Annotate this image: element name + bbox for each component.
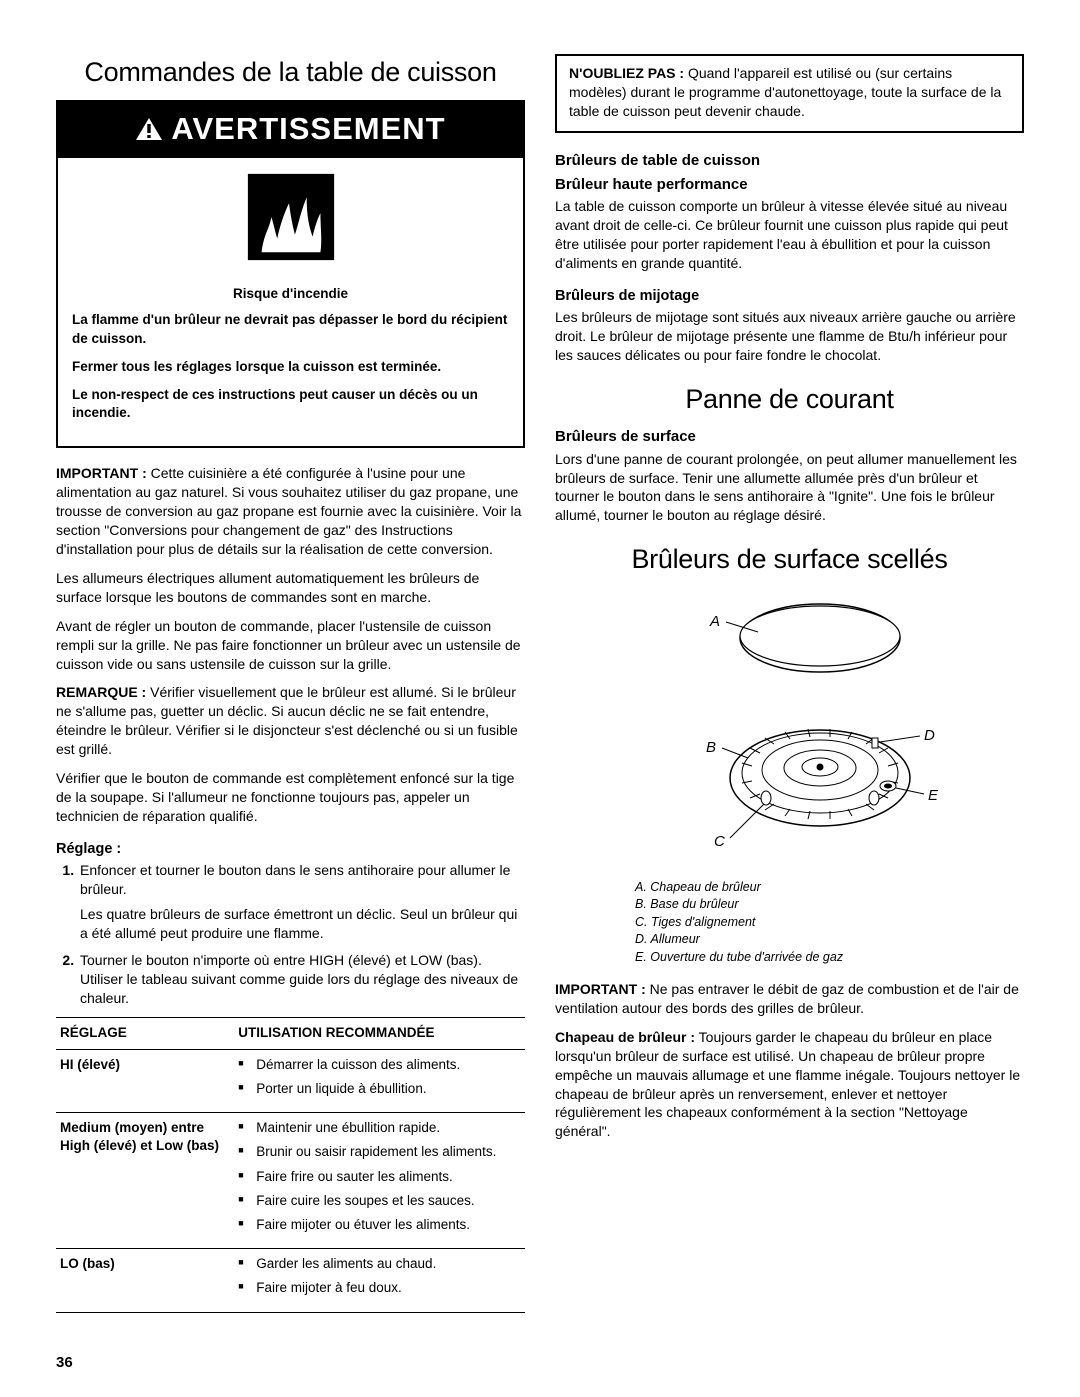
burner-diagram: A	[555, 588, 1024, 873]
diagram-label-e: E	[928, 787, 939, 804]
fire-icon	[242, 168, 340, 266]
left-column: Commandes de la table de cuisson AVERTIS…	[56, 54, 525, 1313]
steps-list: Enfoncer et tourner le bouton dans le se…	[56, 861, 525, 1007]
diagram-label-a: A	[709, 613, 720, 630]
heading-surface-burners: Brûleurs de surface	[555, 427, 1024, 447]
fire-icon-row	[58, 158, 523, 277]
table-row: LO (bas) Garder les aliments au chaud. F…	[56, 1249, 525, 1312]
burner-diagram-svg: A	[630, 588, 950, 868]
step-2: Tourner le bouton n'importe où entre HIG…	[78, 951, 525, 1008]
diagram-legend: A. Chapeau de brûleur B. Base du brûleur…	[635, 879, 1024, 967]
alert-triangle-icon	[135, 117, 163, 141]
warning-header: AVERTISSEMENT	[58, 102, 523, 158]
heading-high-performance: Brûleur haute performance	[555, 175, 1024, 195]
diagram-label-d: D	[924, 727, 935, 744]
legend-item: E. Ouverture du tube d'arrivée de gaz	[635, 949, 1024, 967]
table-row: Medium (moyen) entre High (élevé) et Low…	[56, 1113, 525, 1249]
manual-page: Commandes de la table de cuisson AVERTIS…	[0, 0, 1080, 1397]
reglage-heading: Réglage :	[56, 840, 525, 860]
list-item: Brunir ou saisir rapidement les aliments…	[238, 1143, 521, 1161]
warning-box: AVERTISSEMENT Risque d'incendie La flamm…	[56, 100, 525, 448]
list-item: Faire frire ou sauter les aliments.	[238, 1168, 521, 1186]
section-title-sealed-burners: Brûleurs de surface scellés	[555, 541, 1024, 577]
warning-header-text: AVERTISSEMENT	[171, 108, 445, 150]
remarque-paragraph: REMARQUE : Vérifier visuellement que le …	[56, 683, 525, 759]
warning-line-2: Fermer tous les réglages lorsque la cuis…	[72, 358, 509, 376]
body-paragraph: Vérifier que le bouton de commande est c…	[56, 769, 525, 826]
list-item: Démarrer la cuisson des aliments.	[238, 1056, 521, 1074]
diagram-label-b: B	[706, 739, 716, 756]
section-title-cooktop-controls: Commandes de la table de cuisson	[56, 54, 525, 90]
legend-item: A. Chapeau de brûleur	[635, 879, 1024, 897]
risk-label: Risque d'incendie	[72, 285, 509, 303]
list-item: Faire mijoter à feu doux.	[238, 1279, 521, 1297]
two-column-layout: Commandes de la table de cuisson AVERTIS…	[56, 54, 1024, 1313]
table-row: HI (élevé) Démarrer la cuisson des alime…	[56, 1049, 525, 1112]
list-item: Maintenir une ébullition rapide.	[238, 1119, 521, 1137]
important-paragraph-2: IMPORTANT : Ne pas entraver le débit de …	[555, 980, 1024, 1018]
legend-item: D. Allumeur	[635, 931, 1024, 949]
heading-table-burners: Brûleurs de table de cuisson	[555, 151, 1024, 171]
body-paragraph: Lors d'une panne de courant prolongée, o…	[555, 450, 1024, 526]
page-number: 36	[56, 1353, 73, 1373]
body-paragraph: La table de cuisson comporte un brûleur …	[555, 197, 1024, 273]
heading-simmer-burners: Brûleurs de mijotage	[555, 287, 1024, 307]
burner-cap-paragraph: Chapeau de brûleur : Toujours garder le …	[555, 1028, 1024, 1141]
important-paragraph: IMPORTANT : Cette cuisinière a été confi…	[56, 464, 525, 558]
list-item: Porter un liquide à ébullition.	[238, 1080, 521, 1098]
legend-item: B. Base du brûleur	[635, 896, 1024, 914]
list-item: Faire cuire les soupes et les sauces.	[238, 1192, 521, 1210]
warning-line-3: Le non-respect de ces instructions peut …	[72, 386, 509, 422]
body-paragraph: Avant de régler un bouton de commande, p…	[56, 617, 525, 674]
right-column: N'OUBLIEZ PAS : Quand l'appareil est uti…	[555, 54, 1024, 1313]
body-paragraph: Les brûleurs de mijotage sont situés aux…	[555, 308, 1024, 365]
body-paragraph: Les allumeurs électriques allument autom…	[56, 569, 525, 607]
section-title-power-failure: Panne de courant	[555, 381, 1024, 417]
diagram-label-c: C	[714, 833, 725, 850]
settings-table: RÉGLAGE UTILISATION RECOMMANDÉE HI (élev…	[56, 1017, 525, 1312]
step-1: Enfoncer et tourner le bouton dans le se…	[78, 861, 525, 943]
list-item: Faire mijoter ou étuver les aliments.	[238, 1216, 521, 1234]
list-item: Garder les aliments au chaud.	[238, 1255, 521, 1273]
note-box: N'OUBLIEZ PAS : Quand l'appareil est uti…	[555, 54, 1024, 133]
table-header-use: UTILISATION RECOMMANDÉE	[234, 1018, 525, 1049]
warning-line-1: La flamme d'un brûleur ne devrait pas dé…	[72, 311, 509, 347]
warning-body: Risque d'incendie La flamme d'un brûleur…	[58, 277, 523, 446]
legend-item: C. Tiges d'alignement	[635, 914, 1024, 932]
table-header-setting: RÉGLAGE	[56, 1018, 234, 1049]
